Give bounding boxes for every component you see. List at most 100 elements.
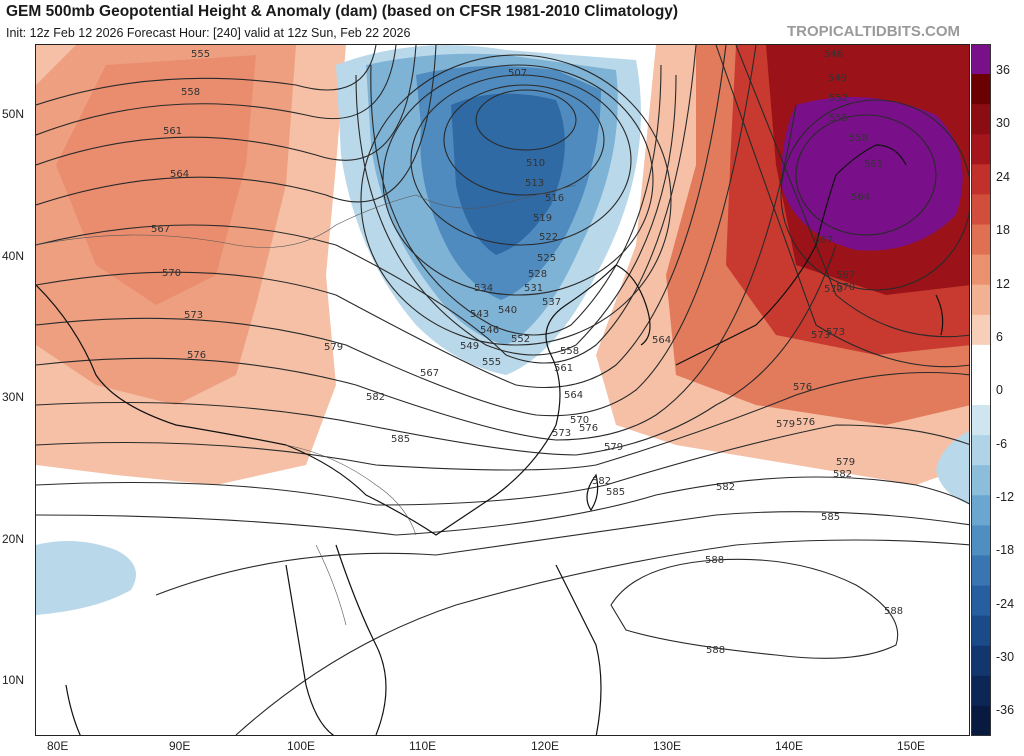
contour-label: 579 bbox=[604, 442, 623, 453]
contour-label: 546 bbox=[824, 49, 843, 60]
lat-label-50n: 50N bbox=[2, 107, 25, 121]
contour-label: 543 bbox=[470, 309, 489, 320]
colorbar-label: -36 bbox=[996, 703, 1015, 717]
colorbar-swatch bbox=[971, 104, 991, 135]
colorbar-swatch bbox=[971, 495, 991, 526]
contour-label: 567 bbox=[836, 270, 855, 281]
contour-label: 582 bbox=[716, 482, 735, 493]
contour-label: 540 bbox=[498, 305, 517, 316]
contour-label: 555 bbox=[482, 357, 501, 368]
lon-label-130e: 130E bbox=[653, 739, 682, 753]
lon-label-80e: 80E bbox=[47, 739, 69, 753]
lon-label-110e: 110E bbox=[409, 739, 437, 753]
borders bbox=[36, 184, 577, 626]
colorbar-swatch bbox=[971, 615, 991, 647]
contour-label: 585 bbox=[606, 487, 625, 498]
contour-label: 525 bbox=[537, 253, 556, 264]
anomaly-fill-cold-se bbox=[936, 431, 969, 505]
contour-label: 552 bbox=[829, 93, 848, 104]
colorbar-swatch bbox=[971, 74, 991, 105]
colorbar-swatch bbox=[971, 645, 991, 677]
contour-label: 570 bbox=[162, 268, 181, 279]
lon-label-140e: 140E bbox=[775, 739, 804, 753]
contour-label: 579 bbox=[324, 342, 343, 353]
contour-label: 576 bbox=[793, 382, 812, 393]
contour-label: 576 bbox=[187, 350, 206, 361]
contour-label: 555 bbox=[191, 49, 210, 60]
contour-label: 510 bbox=[526, 158, 545, 169]
contour-label: 567 bbox=[420, 368, 439, 379]
colorbar-label: 6 bbox=[996, 330, 1003, 344]
contour-label: 582 bbox=[592, 476, 611, 487]
contour-label: 531 bbox=[524, 283, 543, 294]
contour-label: 570 bbox=[570, 415, 589, 426]
colorbar-swatch bbox=[971, 164, 991, 195]
colorbar-label: -24 bbox=[996, 597, 1015, 611]
contour-label: 555 bbox=[829, 113, 848, 124]
contour-label: 564 bbox=[564, 390, 583, 401]
colorbar-swatch bbox=[971, 344, 991, 376]
colorbar-swatch bbox=[971, 435, 991, 466]
colorbar-swatch bbox=[971, 675, 991, 707]
colorbar-label: 18 bbox=[996, 223, 1010, 237]
anomaly-fill-east-purple bbox=[781, 97, 963, 251]
contour-label: 546 bbox=[480, 325, 499, 336]
colorbar-label: 12 bbox=[996, 277, 1010, 291]
contour-label: 579 bbox=[776, 419, 795, 430]
contour-label: 537 bbox=[542, 297, 561, 308]
colorbar-swatch bbox=[971, 194, 991, 226]
contour-label: 507 bbox=[508, 68, 527, 79]
map-canvas: 5555585615645675705735765795825855075105… bbox=[36, 45, 969, 735]
chart-title: GEM 500mb Geopotential Height & Anomaly … bbox=[6, 3, 679, 20]
contour-label: 558 bbox=[560, 346, 579, 357]
contour-label: 528 bbox=[528, 269, 547, 280]
contour-label: 585 bbox=[391, 434, 410, 445]
contour-label: 573 bbox=[826, 327, 845, 338]
contour-label: 582 bbox=[366, 392, 385, 403]
contour-label: 561 bbox=[864, 159, 883, 170]
contour-label: 558 bbox=[181, 87, 200, 98]
colorbar-swatch bbox=[971, 705, 991, 736]
contour-label: 561 bbox=[554, 363, 573, 374]
colorbar-swatch bbox=[971, 374, 991, 406]
colorbar-swatch bbox=[971, 44, 991, 75]
anomaly-fill-cold-core bbox=[451, 93, 565, 255]
contour-label: 573 bbox=[811, 330, 830, 341]
contour-label: 558 bbox=[849, 133, 868, 144]
contour-label: 552 bbox=[511, 334, 530, 345]
colorbar-label: 24 bbox=[996, 170, 1010, 184]
contour-label: 576 bbox=[579, 423, 598, 434]
colorbar-swatch bbox=[971, 134, 991, 165]
lon-label-120e: 120E bbox=[531, 739, 560, 753]
colorbar-label: -18 bbox=[996, 543, 1015, 557]
contour-label: 579 bbox=[836, 457, 855, 468]
lon-label-90e: 90E bbox=[169, 739, 191, 753]
contour-label: 564 bbox=[652, 335, 671, 346]
colorbar bbox=[971, 44, 991, 736]
contour-label: 567 bbox=[814, 235, 833, 246]
colorbar-swatch bbox=[971, 585, 991, 617]
colorbar-swatch bbox=[971, 465, 991, 496]
colorbar-swatch bbox=[971, 284, 991, 316]
contour-label: 564 bbox=[170, 169, 189, 180]
lat-label-10n: 10N bbox=[2, 673, 25, 687]
contour-label: 567 bbox=[151, 224, 170, 235]
lat-label-40n: 40N bbox=[2, 249, 25, 263]
contour-label: 582 bbox=[833, 469, 852, 480]
colorbar-label: 30 bbox=[996, 116, 1010, 130]
contour-label: 570 bbox=[836, 282, 855, 293]
lon-label-150e: 150E bbox=[897, 739, 926, 753]
contour-label: 585 bbox=[821, 512, 840, 523]
colorbar-swatch bbox=[971, 254, 991, 286]
chart-subtitle: Init: 12z Feb 12 2026 Forecast Hour: [24… bbox=[6, 26, 411, 40]
contour-label: 549 bbox=[828, 73, 847, 84]
contour-label: 588 bbox=[884, 606, 903, 617]
contour-label: 522 bbox=[539, 232, 558, 243]
colorbar-swatch bbox=[971, 405, 991, 436]
contour-label: 549 bbox=[460, 341, 479, 352]
lon-label-100e: 100E bbox=[287, 739, 316, 753]
colorbar-swatch bbox=[971, 555, 991, 587]
contour-label: 573 bbox=[552, 428, 571, 439]
colorbar-swatch bbox=[971, 314, 991, 346]
colorbar-swatch bbox=[971, 224, 991, 256]
